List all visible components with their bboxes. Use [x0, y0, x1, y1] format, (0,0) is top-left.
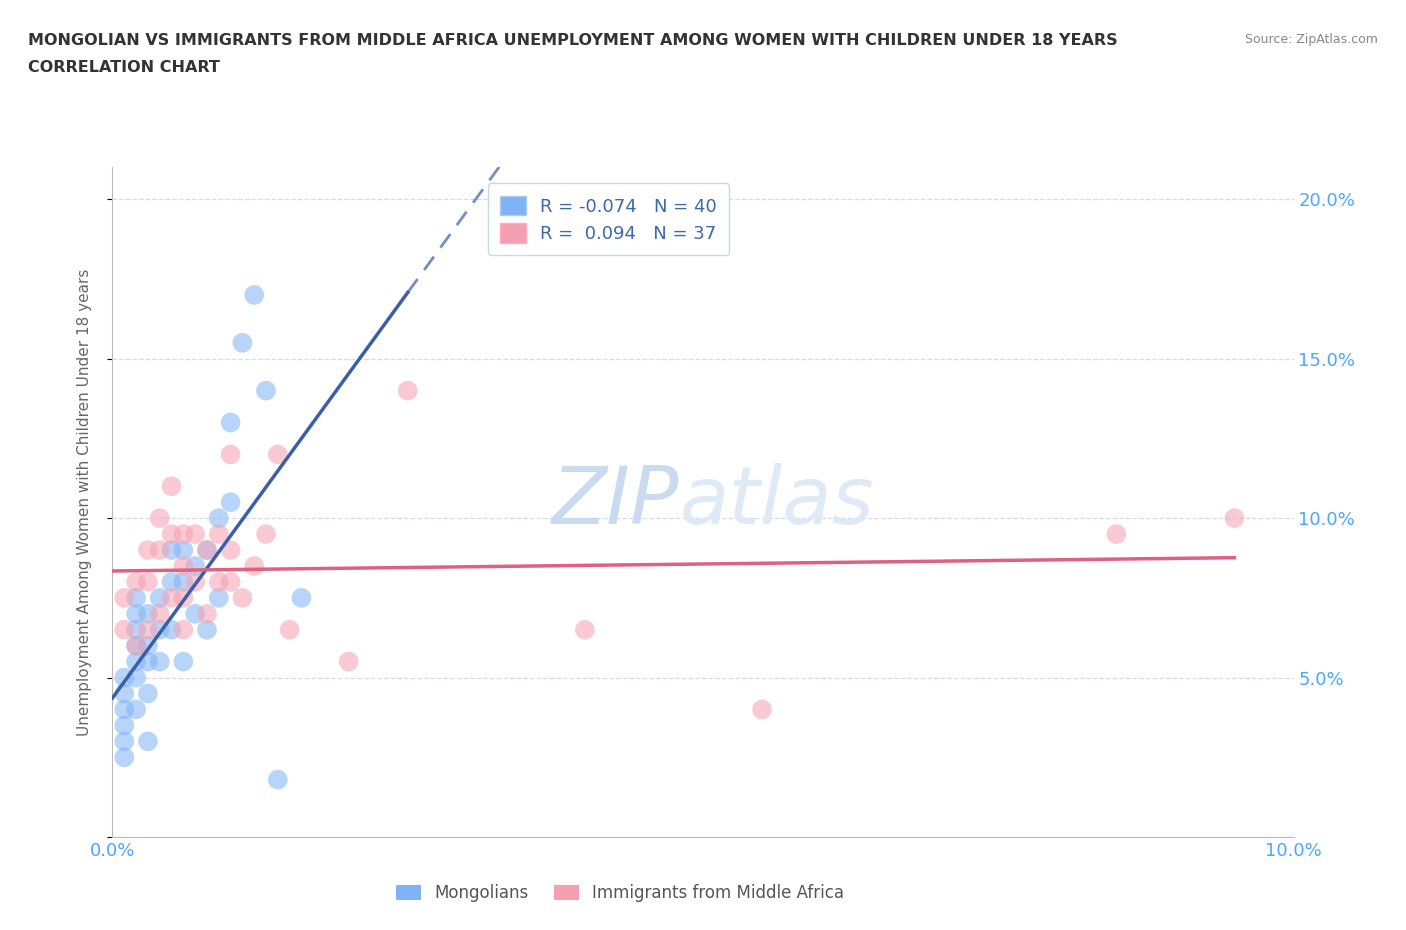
Point: [149, 654, 172, 669]
Point: [243, 559, 266, 574]
Point: [184, 559, 207, 574]
Point: [290, 591, 312, 605]
Point: [219, 447, 242, 462]
Point: [208, 575, 231, 590]
Point: [219, 415, 242, 430]
Point: [243, 287, 266, 302]
Point: [149, 542, 172, 557]
Point: [112, 622, 135, 637]
Point: [136, 575, 159, 590]
Point: [149, 622, 172, 637]
Point: [751, 702, 773, 717]
Point: [136, 542, 159, 557]
Point: [112, 591, 135, 605]
Point: [136, 606, 159, 621]
Point: [125, 702, 148, 717]
Text: atlas: atlas: [679, 463, 875, 541]
Text: MONGOLIAN VS IMMIGRANTS FROM MIDDLE AFRICA UNEMPLOYMENT AMONG WOMEN WITH CHILDRE: MONGOLIAN VS IMMIGRANTS FROM MIDDLE AFRI…: [28, 33, 1118, 47]
Point: [136, 686, 159, 701]
Point: [125, 606, 148, 621]
Point: [172, 591, 194, 605]
Point: [208, 526, 231, 541]
Point: [125, 654, 148, 669]
Point: [160, 526, 183, 541]
Point: [278, 622, 301, 637]
Point: [125, 622, 148, 637]
Point: [149, 591, 172, 605]
Point: [396, 383, 419, 398]
Point: [267, 447, 290, 462]
Point: [160, 479, 183, 494]
Point: [136, 622, 159, 637]
Text: Source: ZipAtlas.com: Source: ZipAtlas.com: [1244, 33, 1378, 46]
Point: [208, 591, 231, 605]
Point: [208, 511, 231, 525]
Point: [231, 336, 253, 351]
Point: [125, 591, 148, 605]
Point: [267, 772, 290, 787]
Point: [231, 591, 253, 605]
Point: [112, 671, 135, 685]
Point: [254, 526, 277, 541]
Point: [219, 575, 242, 590]
Point: [184, 606, 207, 621]
Point: [112, 702, 135, 717]
Point: [125, 671, 148, 685]
Point: [254, 383, 277, 398]
Point: [337, 654, 360, 669]
Point: [136, 734, 159, 749]
Point: [172, 526, 194, 541]
Text: ZIP: ZIP: [553, 463, 679, 541]
Point: [172, 559, 194, 574]
Text: CORRELATION CHART: CORRELATION CHART: [28, 60, 219, 75]
Point: [184, 526, 207, 541]
Point: [125, 638, 148, 653]
Point: [136, 638, 159, 653]
Point: [160, 575, 183, 590]
Point: [136, 654, 159, 669]
Point: [149, 511, 172, 525]
Point: [172, 542, 194, 557]
Point: [184, 575, 207, 590]
Point: [125, 638, 148, 653]
Point: [160, 542, 183, 557]
Point: [125, 575, 148, 590]
Point: [112, 686, 135, 701]
Point: [195, 606, 218, 621]
Point: [195, 622, 218, 637]
Point: [112, 718, 135, 733]
Point: [219, 495, 242, 510]
Point: [1105, 526, 1128, 541]
Legend: Mongolians, Immigrants from Middle Africa: Mongolians, Immigrants from Middle Afric…: [389, 878, 851, 909]
Point: [172, 622, 194, 637]
Point: [195, 542, 218, 557]
Point: [112, 750, 135, 764]
Y-axis label: Unemployment Among Women with Children Under 18 years: Unemployment Among Women with Children U…: [77, 269, 91, 736]
Point: [219, 542, 242, 557]
Point: [149, 606, 172, 621]
Point: [574, 622, 596, 637]
Point: [160, 622, 183, 637]
Point: [172, 654, 194, 669]
Point: [112, 734, 135, 749]
Point: [172, 575, 194, 590]
Point: [1223, 511, 1246, 525]
Point: [160, 591, 183, 605]
Point: [195, 542, 218, 557]
